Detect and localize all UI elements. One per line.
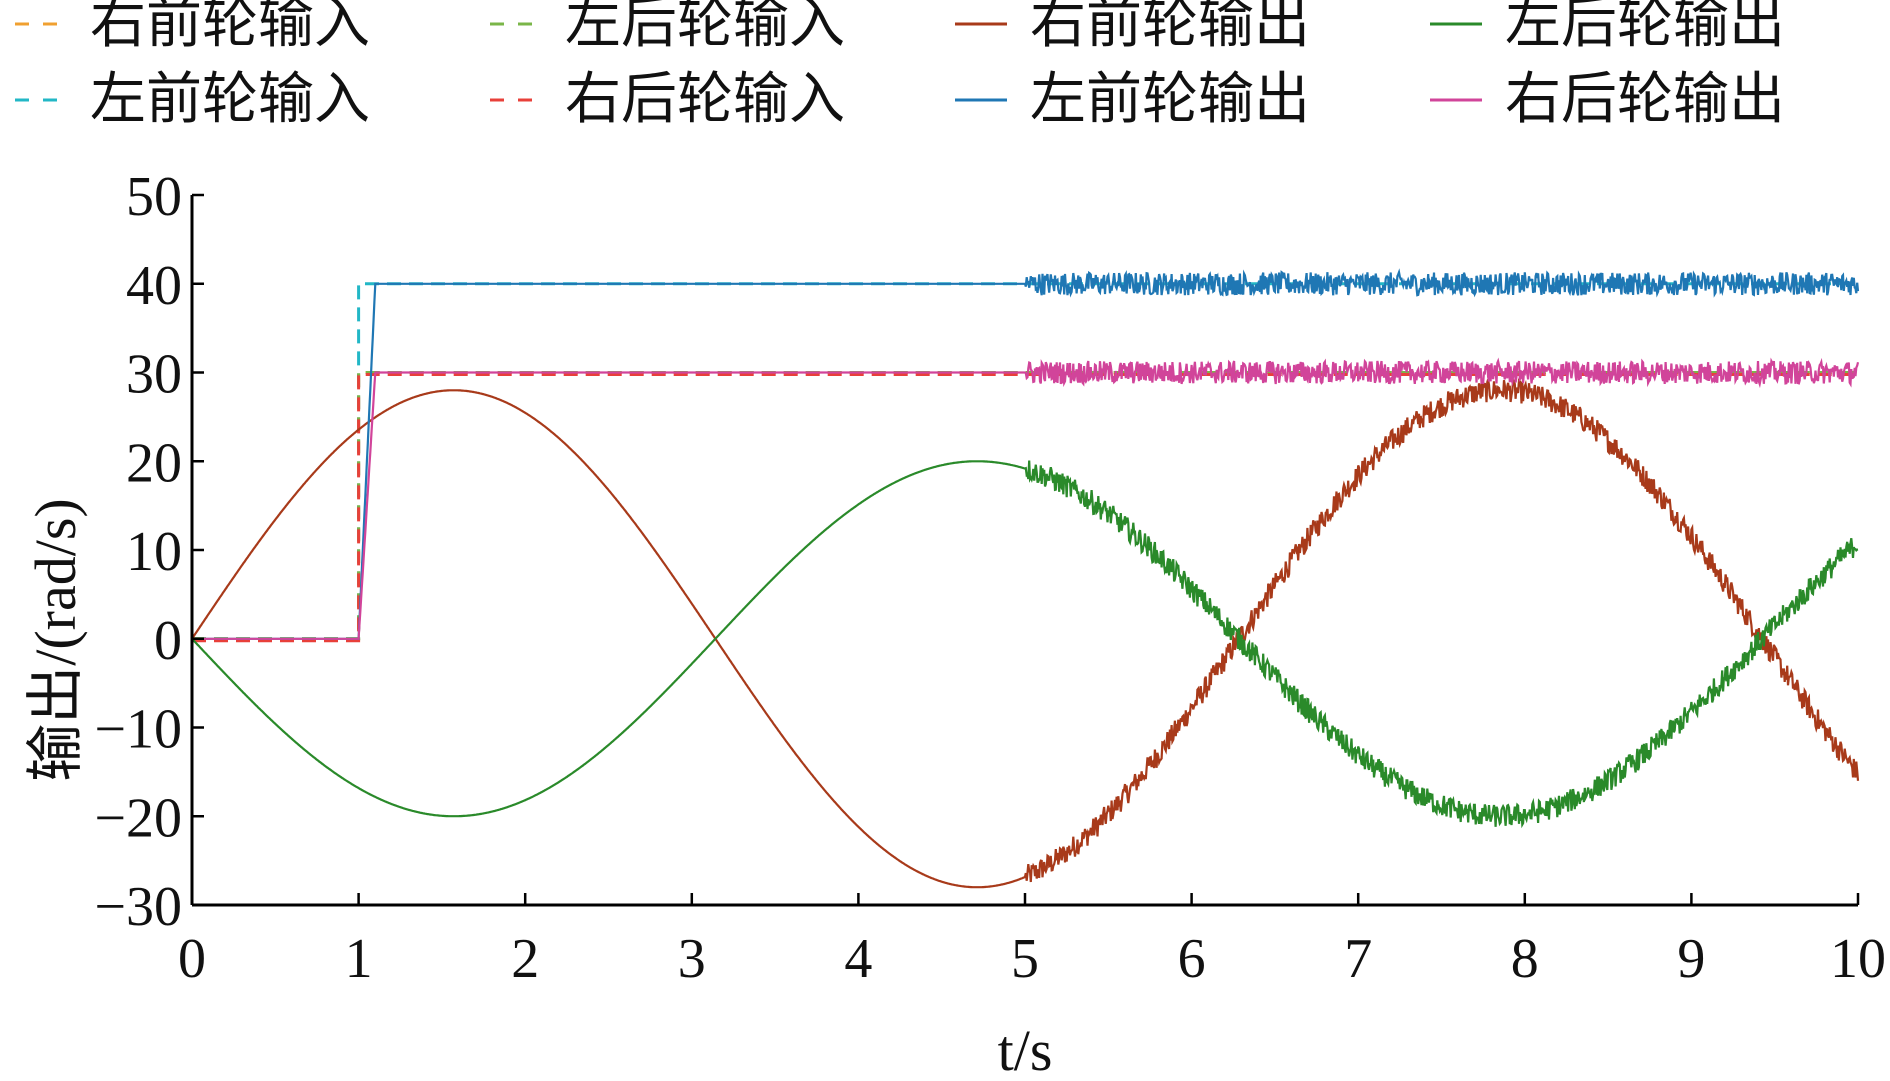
legend-item: 左后轮输入 xyxy=(490,0,845,56)
legend-item: 右前轮输出 xyxy=(955,0,1310,56)
legend-label: 左前轮输出 xyxy=(1030,67,1310,132)
plot-area xyxy=(191,268,1860,889)
x-tick-label: 0 xyxy=(178,928,206,990)
y-tick-label: 40 xyxy=(126,255,182,317)
legend-item: 右前轮输入 xyxy=(15,0,370,56)
axes: 0 1 2 3 4 5 6 7 8 9 10 −30 −20 −10 0 10 20 30 40 50 xyxy=(94,166,1886,990)
legend-label: 右后轮输出 xyxy=(1505,67,1785,132)
legend-item: 右后轮输出 xyxy=(1430,67,1785,132)
legend-item: 左前轮输入 xyxy=(15,67,370,132)
x-tick-label: 1 xyxy=(345,928,373,990)
x-tick-label: 5 xyxy=(1011,928,1039,990)
x-tick-label: 7 xyxy=(1344,928,1372,990)
series-line-input xyxy=(192,371,1858,641)
legend-item: 左后轮输出 xyxy=(1430,0,1785,56)
legend-label: 左后轮输入 xyxy=(565,0,845,56)
y-tick-label: −30 xyxy=(94,876,182,938)
legend-label: 右后轮输入 xyxy=(565,67,845,132)
y-axis-label: 输出/(rad/s) xyxy=(23,498,88,782)
y-tick-label: 0 xyxy=(154,610,182,672)
x-tick-label: 10 xyxy=(1830,928,1886,990)
series-line-output xyxy=(192,357,1860,640)
series-line-input xyxy=(192,373,1858,643)
series-line-output xyxy=(191,378,1860,889)
legend-label: 左前轮输入 xyxy=(90,67,370,132)
series-line-output xyxy=(192,268,1860,640)
legend-label: 左后轮输出 xyxy=(1505,0,1785,56)
series-line-input xyxy=(192,282,1858,641)
x-tick-label: 9 xyxy=(1677,928,1705,990)
y-tick-label: 20 xyxy=(126,432,182,494)
legend-item: 右后轮输入 xyxy=(490,67,845,132)
series-line-input xyxy=(192,371,1858,641)
y-tick-label: 10 xyxy=(126,521,182,583)
legend-label: 右前轮输入 xyxy=(90,0,370,56)
legend-label: 右前轮输出 xyxy=(1030,0,1310,56)
x-tick-label: 2 xyxy=(511,928,539,990)
legend-item: 左前轮输出 xyxy=(955,67,1310,132)
x-tick-label: 3 xyxy=(678,928,706,990)
y-tick-label: 50 xyxy=(126,166,182,228)
y-tick-label: −20 xyxy=(94,787,182,849)
y-tick-label: −10 xyxy=(94,699,182,761)
y-tick-label: 30 xyxy=(126,344,182,406)
x-axis-label: t/s xyxy=(998,1018,1053,1081)
x-tick-label: 8 xyxy=(1511,928,1539,990)
x-tick-label: 6 xyxy=(1178,928,1206,990)
x-tick-label: 4 xyxy=(844,928,872,990)
series-line-output xyxy=(191,460,1859,829)
